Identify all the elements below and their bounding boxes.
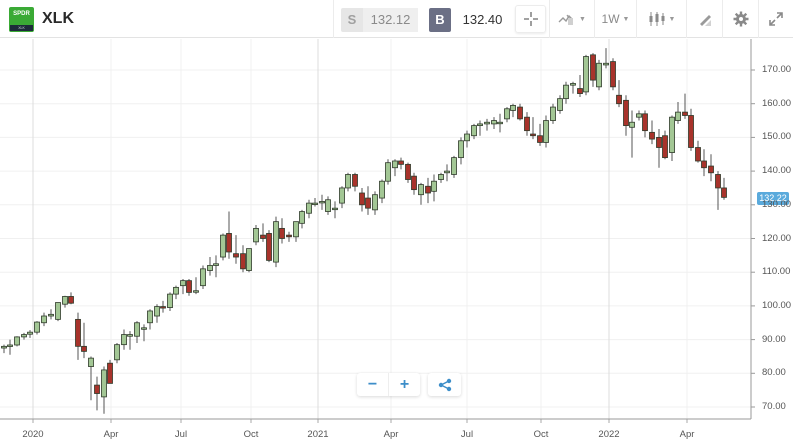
candlestick-icon (649, 12, 665, 26)
sell-price[interactable]: 132.12 (363, 8, 418, 32)
x-tick-label: Apr (103, 429, 119, 440)
crosshair-button[interactable] (515, 5, 546, 33)
chart-toolbar: SPDR XLK XLK S 132.12 B 132.40 ▼ 1W ▼ ▼ (0, 0, 793, 38)
x-tick-label: 2022 (598, 429, 620, 440)
chart-type-button[interactable]: ▼ (636, 0, 686, 38)
x-tick-label: Apr (383, 429, 399, 440)
chevron-down-icon: ▼ (668, 15, 676, 23)
settings-button[interactable] (722, 0, 758, 38)
logo-top-text: SPDR (13, 11, 30, 17)
y-tick-label: 170.00 (762, 64, 792, 75)
x-tick-label: Oct (243, 429, 259, 440)
zoom-out-button[interactable]: − (367, 375, 378, 393)
drawing-pencil-icon (699, 15, 711, 26)
zoom-controls: − + (357, 373, 420, 396)
y-tick-label: 150.00 (762, 131, 792, 143)
timeframe-dropdown[interactable]: 1W ▼ (594, 0, 636, 38)
x-tick-label: 2020 (22, 429, 44, 440)
last-price-tag: 132.22 (757, 192, 789, 205)
x-tick-label: Oct (533, 429, 549, 440)
fullscreen-button[interactable] (758, 0, 793, 38)
buy-button[interactable]: B (429, 8, 451, 32)
x-tick-label: Jul (174, 429, 188, 440)
expand-icon (769, 12, 783, 26)
y-tick-label: 110.00 (762, 266, 791, 278)
y-tick-label: 140.00 (762, 165, 792, 177)
gear-icon (733, 11, 748, 27)
y-tick-label: 90.00 (762, 333, 786, 345)
x-tick-label: 2021 (307, 429, 329, 440)
chevron-down-icon: ▼ (622, 15, 630, 23)
indicators-icon (558, 14, 574, 25)
zoom-in-button[interactable]: + (388, 373, 420, 396)
instrument-logo: SPDR XLK (9, 7, 34, 32)
logo-bottom-text: XLK (10, 25, 33, 31)
crosshair-icon (523, 12, 538, 26)
timeframe-label: 1W (601, 12, 620, 26)
share-icon (438, 378, 451, 391)
y-tick-label: 100.00 (762, 299, 792, 311)
sell-button[interactable]: S (341, 8, 363, 32)
y-tick-label: 80.00 (762, 367, 786, 379)
y-tick-label: 70.00 (762, 401, 786, 412)
share-button[interactable] (428, 373, 461, 396)
y-tick-label: 120.00 (762, 232, 792, 244)
ticker-symbol: XLK (42, 10, 74, 27)
drawing-tools-button[interactable] (686, 0, 722, 38)
buy-price[interactable]: 132.40 (462, 12, 503, 27)
indicators-button[interactable]: ▼ (549, 0, 594, 38)
price-panel (333, 0, 513, 38)
y-tick-label: 160.00 (762, 97, 792, 109)
chevron-down-icon: ▼ (579, 15, 586, 23)
x-tick-label: Apr (679, 429, 695, 440)
y-tick-label: 130.00 (762, 198, 792, 210)
x-tick-label: Jul (460, 429, 474, 440)
